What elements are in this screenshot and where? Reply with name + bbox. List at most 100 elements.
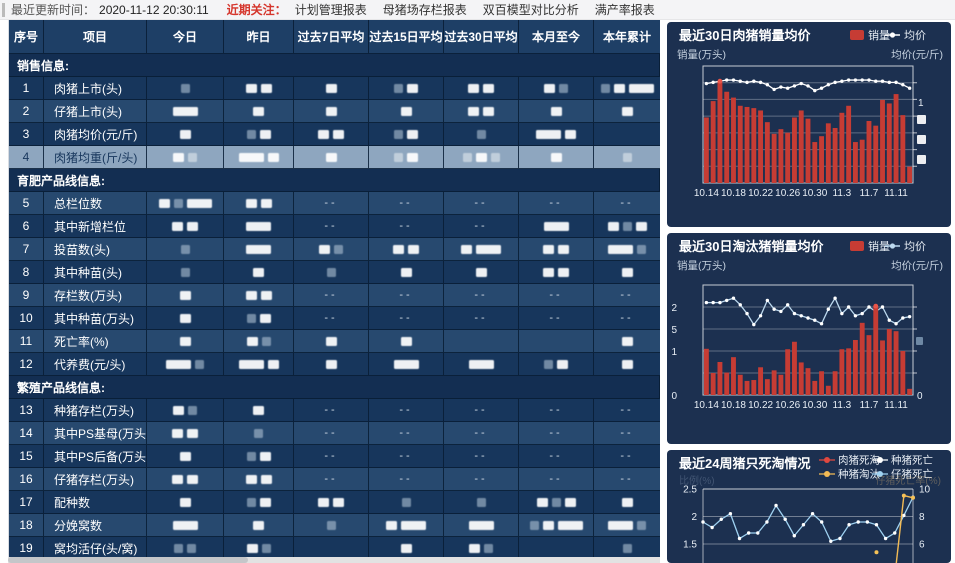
sales-bar[interactable] (832, 371, 838, 395)
sales-bar[interactable] (764, 379, 770, 395)
chart-legend[interactable]: 销量 均价 (850, 239, 926, 253)
sales-bar[interactable] (758, 367, 764, 395)
sales-bar[interactable] (731, 97, 736, 183)
table-row-1[interactable]: 1 肉猪上市(头) (9, 77, 660, 100)
value-cell (369, 123, 444, 146)
sales-bar[interactable] (832, 128, 838, 183)
sales-bar[interactable] (771, 370, 777, 395)
sales-bar[interactable] (907, 166, 913, 183)
table-row-19[interactable]: 19 窝均活仔(头/窝) (9, 537, 660, 557)
sales-bar[interactable] (825, 123, 831, 183)
table-row-6[interactable]: 6 其中新增栏位 -- -- -- (9, 215, 660, 238)
horizontal-scrollbar-thumb[interactable] (8, 557, 248, 563)
sales-bar[interactable] (846, 348, 852, 395)
sales-bar[interactable] (812, 142, 818, 183)
sales-bar[interactable] (819, 371, 824, 395)
table-row-10[interactable]: 10 其中种苗(万头) -- -- -- -- -- (9, 307, 660, 330)
sales-bar[interactable] (798, 362, 804, 395)
value-cell (224, 261, 294, 284)
table-row-14[interactable]: 14 其中PS基母(万头) -- -- -- -- -- (9, 422, 660, 445)
sales-bar[interactable] (900, 115, 906, 183)
sales-bar[interactable] (893, 331, 899, 395)
table-row-4[interactable]: 4 肉猪均重(斤/头) (9, 146, 660, 169)
table-row-11[interactable]: 11 死亡率(%) (9, 330, 660, 353)
sales-bar[interactable] (792, 341, 797, 395)
sales-bar[interactable] (846, 105, 852, 183)
sales-bar[interactable] (785, 349, 791, 395)
table-row-5[interactable]: 5 总栏位数 -- -- -- -- -- (9, 192, 660, 215)
sales-bar[interactable] (798, 110, 804, 183)
report-link-0[interactable]: 计划管理报表 (294, 3, 367, 17)
sales-bar[interactable] (744, 106, 750, 183)
report-link-2[interactable]: 双百模型对比分析 (482, 3, 579, 17)
sales-bar[interactable] (744, 380, 750, 395)
sales-bar[interactable] (859, 322, 865, 395)
no-data-dashes: -- (474, 289, 488, 301)
sales-bar[interactable] (731, 357, 736, 395)
sales-bar[interactable] (873, 125, 879, 183)
sales-bar[interactable] (886, 329, 892, 395)
table-row-17[interactable]: 17 配种数 (9, 491, 660, 514)
report-link-3[interactable]: 满产率报表 (594, 3, 655, 17)
table-row-8[interactable]: 8 其中种苗(头) (9, 261, 660, 284)
sales-bar[interactable] (724, 91, 730, 183)
horizontal-scrollbar-track[interactable] (8, 557, 660, 563)
table-row-2[interactable]: 2 仔猪上市(头) (9, 100, 660, 123)
sales-bar[interactable] (819, 136, 824, 183)
sales-bar[interactable] (717, 362, 723, 395)
table-row-3[interactable]: 3 肉猪均价(元/斤) (9, 123, 660, 146)
redacted-value-block (172, 106, 198, 116)
sales-bar[interactable] (703, 348, 709, 395)
sales-bar[interactable] (771, 133, 777, 183)
sales-bar[interactable] (785, 132, 791, 183)
sales-bar[interactable] (703, 117, 709, 183)
sales-bar[interactable] (778, 374, 784, 395)
sales-bar[interactable] (873, 306, 879, 395)
redacted-value-block (187, 543, 196, 553)
sales-bar[interactable] (778, 129, 784, 183)
table-row-12[interactable]: 12 代养费(元/头) (9, 353, 660, 376)
sales-bar[interactable] (805, 118, 811, 183)
table-row-13[interactable]: 13 种猪存栏(万头) -- -- -- -- -- (9, 399, 660, 422)
sales-bar[interactable] (751, 380, 757, 395)
table-row-7[interactable]: 7 投苗数(头) (9, 238, 660, 261)
sales-bar[interactable] (751, 108, 757, 183)
sales-bar[interactable] (852, 340, 858, 395)
sales-bar[interactable] (866, 120, 872, 183)
chart-legend[interactable]: 销量 均价 (850, 28, 926, 42)
report-link-1[interactable]: 母猪场存栏报表 (382, 3, 467, 17)
value-cell (369, 261, 444, 284)
sales-bar[interactable] (907, 388, 913, 395)
sales-bar[interactable] (805, 368, 811, 395)
sales-bar[interactable] (880, 99, 885, 183)
sales-bar[interactable] (852, 142, 858, 183)
sales-bar[interactable] (717, 82, 723, 183)
value-cell: -- (519, 399, 594, 422)
sales-bar[interactable] (737, 105, 743, 183)
sales-bar[interactable] (859, 139, 865, 183)
sales-bar[interactable] (737, 374, 743, 395)
sales-bar[interactable] (710, 101, 716, 183)
sales-bar[interactable] (866, 335, 872, 395)
sales-bar[interactable] (812, 380, 818, 395)
sales-bar[interactable] (900, 351, 906, 395)
table-row-15[interactable]: 15 其中PS后备(万头) -- -- -- -- -- (9, 445, 660, 468)
redacted-value-block (608, 520, 633, 530)
x-tick-label: 10.22 (748, 400, 773, 411)
sales-bar[interactable] (710, 373, 716, 395)
table-row-9[interactable]: 9 存栏数(万头) -- -- -- -- -- (9, 284, 660, 307)
sales-bar[interactable] (893, 94, 899, 183)
sales-bar[interactable] (792, 117, 797, 183)
sales-bar[interactable] (724, 372, 730, 395)
sales-bar[interactable] (764, 122, 770, 183)
table-row-16[interactable]: 16 仔猪存栏(万头) -- -- -- -- -- (9, 468, 660, 491)
table-row-18[interactable]: 18 分娩窝数 (9, 514, 660, 537)
sales-bar[interactable] (839, 112, 845, 183)
sales-bar[interactable] (839, 349, 845, 395)
sales-bar[interactable] (880, 340, 885, 395)
sales-bar[interactable] (758, 110, 764, 183)
sales-bar[interactable] (886, 103, 892, 183)
sales-bar[interactable] (825, 385, 831, 395)
